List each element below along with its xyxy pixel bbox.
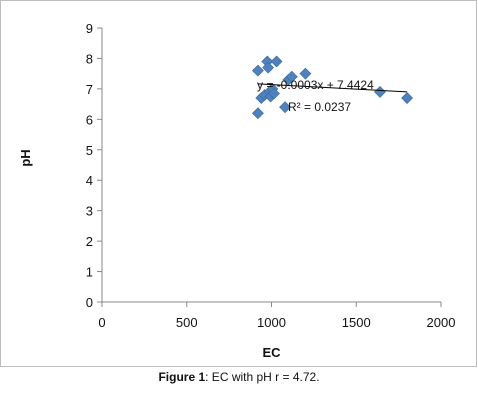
data-point [268, 87, 280, 100]
data-point [285, 70, 298, 83]
caption-label: Figure 1 [158, 370, 206, 384]
x-tick-label: 2000 [427, 315, 456, 330]
data-point [279, 101, 291, 114]
x-axis-title: EC [262, 345, 281, 360]
caption-text: : EC with pH r = 4.72. [205, 370, 320, 384]
x-ticks: 0 500 1000 1500 2000 [98, 302, 455, 330]
data-point [401, 92, 414, 104]
data-point [299, 67, 312, 80]
y-tick-label: 5 [86, 143, 93, 158]
x-tick-label: 1000 [257, 315, 286, 330]
data-point [252, 64, 264, 77]
data-point [262, 61, 275, 74]
r-squared-label: R² = 0.0237 [288, 100, 351, 114]
y-tick-label: 4 [86, 173, 93, 188]
x-tick-label: 500 [176, 315, 198, 330]
data-points [252, 55, 414, 120]
figure-caption: Figure 1: EC with pH r = 4.72. [0, 370, 478, 384]
x-tick-label: 1500 [342, 315, 371, 330]
y-axis-title: pH [18, 149, 33, 166]
y-tick-label: 2 [86, 234, 93, 249]
y-tick-label: 7 [86, 82, 93, 97]
data-point [252, 107, 264, 120]
y-tick-label: 6 [86, 112, 93, 127]
chart-frame [0, 0, 477, 367]
trendline-equation: y = -0.0003x + 7.4424 [257, 78, 374, 92]
data-point [374, 86, 386, 98]
y-tick-label: 8 [86, 51, 93, 66]
scatter-chart: 0 500 1000 1500 2000 0 1 2 3 4 5 6 7 8 9 y = -0.0003x… [18, 21, 455, 360]
y-tick-label: 1 [86, 265, 93, 280]
trendline [257, 83, 408, 93]
y-ticks: 0 1 2 3 4 5 6 7 8 9 [86, 21, 102, 310]
y-tick-label: 9 [86, 21, 93, 36]
data-point [270, 55, 283, 68]
x-tick-label: 0 [98, 315, 105, 330]
y-tick-label: 3 [86, 204, 93, 219]
y-tick-label: 0 [86, 295, 93, 310]
